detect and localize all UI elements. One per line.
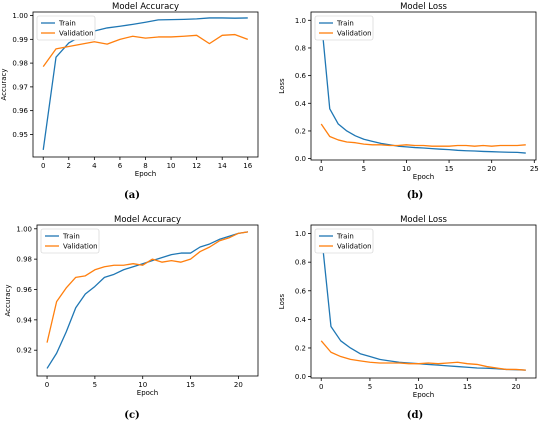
series-line-validation bbox=[42, 33, 248, 68]
y-tick-label: 0.0 bbox=[295, 373, 306, 381]
chart-panel-1: Model Accuracy 0 2 4 6 8 10 12 14 16 0.95 0.96 0.97 0… bbox=[0, 2, 259, 201]
x-tick-label: 0 bbox=[41, 162, 45, 170]
panel-caption: (c) bbox=[124, 410, 140, 421]
chart-title: Model Loss bbox=[400, 2, 447, 12]
x-tick-label: 15 bbox=[186, 381, 195, 389]
y-tick-label: 1.00 bbox=[12, 12, 28, 20]
chart-title: Model Loss bbox=[400, 215, 447, 225]
x-tick-label: 10 bbox=[138, 381, 147, 389]
legend-box bbox=[314, 15, 374, 41]
x-tick-label: 10 bbox=[167, 162, 176, 170]
y-tick-label: 0.8 bbox=[295, 259, 306, 267]
chart-panel-3: Model Accuracy 0 5 10 15 20 0.92 0.94 0.96 0.98 1.… bbox=[4, 215, 259, 421]
chart-title: Model Accuracy bbox=[114, 215, 181, 225]
x-axis-title: Epoch bbox=[135, 170, 156, 178]
y-tick-label: 0.2 bbox=[295, 344, 306, 352]
chart-panel-2: Model Loss 0 5 10 15 20 25 0.0 0.2 0.4 0.6 0.8 1.0 Ep… bbox=[278, 2, 539, 201]
x-tick-label: 5 bbox=[362, 165, 366, 173]
y-tick-label: 0.96 bbox=[12, 107, 28, 115]
chart-panel-4: Model Loss 0 5 10 15 20 0.0 0.2 0.4 0.6 0.8 1.0 Epoc… bbox=[278, 215, 537, 421]
x-tick-label: 25 bbox=[530, 165, 539, 173]
legend-box bbox=[314, 228, 374, 254]
legend-label-train: Train bbox=[62, 233, 80, 241]
x-tick-label: 20 bbox=[512, 383, 521, 391]
panel-caption: (a) bbox=[124, 190, 140, 201]
x-tick-label: 20 bbox=[487, 165, 496, 173]
x-tick-label: 0 bbox=[319, 165, 323, 173]
x-tick-label: 4 bbox=[92, 162, 97, 170]
series-line-validation bbox=[320, 340, 526, 371]
y-tick-label: 0.2 bbox=[295, 127, 306, 135]
x-tick-label: 10 bbox=[414, 383, 423, 391]
y-tick-label: 0.95 bbox=[12, 131, 28, 139]
x-tick-label: 10 bbox=[402, 165, 411, 173]
x-axis-title: Epoch bbox=[413, 391, 434, 399]
series-line-train bbox=[320, 232, 526, 371]
y-tick-label: 0.4 bbox=[295, 316, 307, 324]
y-tick-label: 0.0 bbox=[295, 155, 306, 163]
legend-box bbox=[36, 15, 96, 41]
y-tick-label: 0.98 bbox=[16, 256, 32, 264]
x-tick-label: 20 bbox=[234, 381, 243, 389]
y-tick-label: 0.99 bbox=[12, 36, 28, 44]
series-line-train bbox=[320, 18, 526, 154]
y-tick-label: 0.92 bbox=[16, 347, 32, 355]
series-line-validation bbox=[46, 231, 249, 343]
y-tick-label: 1.0 bbox=[295, 230, 306, 238]
plot-frame bbox=[310, 11, 537, 161]
x-tick-label: 12 bbox=[192, 162, 201, 170]
plot-frame bbox=[310, 224, 537, 379]
x-tick-label: 14 bbox=[218, 162, 227, 170]
y-tick-label: 0.97 bbox=[12, 83, 28, 91]
y-axis-title: Loss bbox=[278, 293, 286, 309]
y-axis-title: Loss bbox=[278, 78, 286, 94]
chart-title: Model Accuracy bbox=[112, 2, 179, 12]
y-axis-title: Accuracy bbox=[0, 69, 8, 101]
x-tick-label: 5 bbox=[93, 381, 97, 389]
y-tick-label: 1.00 bbox=[16, 225, 32, 233]
x-tick-label: 6 bbox=[118, 162, 123, 170]
panel-caption: (b) bbox=[407, 190, 423, 201]
y-tick-label: 1.0 bbox=[295, 17, 306, 25]
legend-label-validation: Validation bbox=[337, 243, 372, 251]
legend-label-validation: Validation bbox=[63, 243, 98, 251]
y-tick-label: 0.98 bbox=[12, 60, 28, 68]
x-tick-label: 5 bbox=[368, 383, 372, 391]
x-tick-label: 0 bbox=[45, 381, 49, 389]
x-tick-label: 2 bbox=[67, 162, 71, 170]
x-tick-label: 16 bbox=[243, 162, 252, 170]
x-tick-label: 8 bbox=[143, 162, 147, 170]
x-axis-title: Epoch bbox=[137, 389, 158, 397]
legend-box bbox=[40, 228, 100, 254]
y-tick-label: 0.6 bbox=[295, 287, 307, 295]
y-tick-label: 0.96 bbox=[16, 286, 32, 294]
legend-label-train: Train bbox=[58, 20, 76, 28]
y-tick-label: 0.8 bbox=[295, 44, 306, 52]
x-tick-label: 15 bbox=[445, 165, 454, 173]
legend-label-train: Train bbox=[336, 233, 354, 241]
x-tick-label: 15 bbox=[463, 383, 472, 391]
plot-frame bbox=[36, 224, 259, 377]
legend-label-validation: Validation bbox=[59, 30, 94, 38]
legend-label-train: Train bbox=[336, 20, 354, 28]
y-tick-label: 0.6 bbox=[295, 72, 307, 80]
y-tick-label: 0.94 bbox=[16, 316, 32, 324]
x-axis-title: Epoch bbox=[413, 173, 434, 181]
legend-label-validation: Validation bbox=[337, 30, 372, 38]
x-tick-label: 0 bbox=[319, 383, 323, 391]
panel-caption: (d) bbox=[407, 410, 423, 421]
series-line-validation bbox=[320, 123, 526, 147]
y-axis-title: Accuracy bbox=[4, 285, 12, 317]
y-tick-label: 0.4 bbox=[295, 100, 307, 108]
